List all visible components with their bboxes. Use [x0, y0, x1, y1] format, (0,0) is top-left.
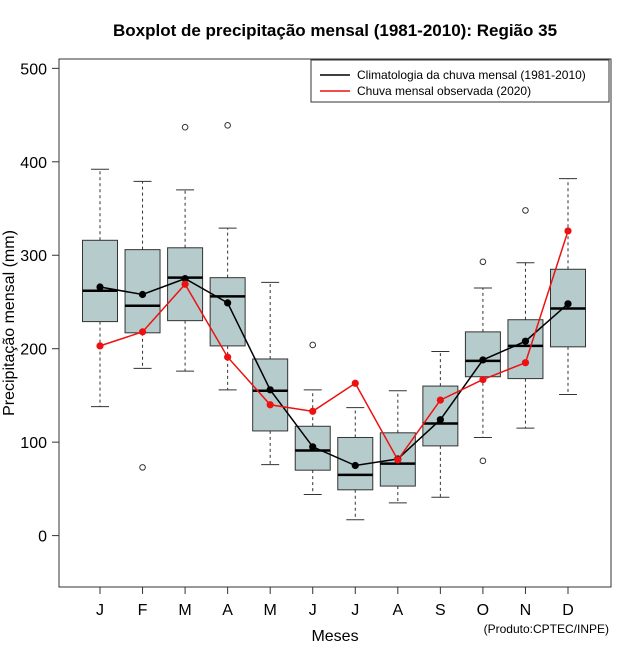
climatology-point [564, 300, 572, 308]
y-tick-label: 300 [20, 248, 47, 265]
y-axis-label: Precipitação mensal (mm) [1, 230, 18, 416]
climatology-point [479, 356, 487, 364]
climatology-line [99, 277, 569, 467]
observed-point [351, 379, 359, 387]
climatology-point [181, 275, 189, 283]
climatology-point [521, 337, 530, 345]
x-tick-label: A [222, 602, 233, 619]
y-axis: 0 100 200 300 400 500 [20, 61, 59, 546]
outlier-point [224, 122, 231, 129]
box-body [82, 239, 118, 323]
box-body [252, 358, 289, 432]
climatology-point [224, 299, 232, 307]
plot-frame [58, 58, 612, 588]
observed-point [309, 407, 317, 415]
observed-point [138, 328, 147, 336]
observed-line [99, 230, 569, 462]
box-9 [422, 351, 459, 498]
y-tick-label: 200 [20, 342, 47, 359]
climatology-point [351, 461, 359, 470]
legend-box [310, 59, 610, 103]
box-11 [507, 207, 544, 429]
climatology-point [266, 386, 274, 394]
outlier-point [479, 457, 487, 465]
climatology-point [138, 290, 147, 299]
x-tick-label: O [477, 602, 489, 619]
y-tick-label: 400 [20, 155, 47, 172]
y-tick-label: 500 [20, 61, 47, 78]
outlier-point [522, 207, 529, 214]
outlier-point [181, 123, 189, 131]
box-body [209, 277, 246, 347]
box-5 [252, 281, 289, 466]
x-tick-label: M [178, 602, 191, 619]
observed-point [436, 396, 444, 404]
x-tick-label: J [351, 602, 359, 619]
observed-point [266, 401, 274, 409]
observed-point [96, 342, 104, 350]
box-2 [124, 180, 161, 471]
legend-label-observed: Chuva mensal observada (2020) [357, 84, 531, 98]
product-credit: (Produto:CPTEC/INPE) [484, 622, 609, 636]
x-tick-label: N [520, 602, 532, 619]
observed-point [394, 456, 402, 464]
observed-point [224, 353, 232, 361]
box-3 [167, 123, 204, 372]
legend-label-climatology: Climatologia da chuva mensal (1981-2010) [357, 68, 586, 82]
x-axis-label: Meses [311, 628, 358, 645]
observed-point [479, 375, 487, 384]
box-1 [82, 168, 118, 408]
y-tick-label: 100 [20, 435, 47, 452]
x-tick-label: A [392, 602, 403, 619]
box-12 [550, 178, 586, 395]
x-tick-label: D [562, 602, 574, 619]
x-tick-label: M [264, 602, 277, 619]
outlier-point [139, 464, 146, 471]
x-tick-label: J [309, 602, 317, 619]
legend: Climatologia da chuva mensal (1981-2010)… [310, 59, 610, 103]
chart-title: Boxplot de precipitação mensal (1981-201… [113, 21, 557, 40]
plot-area [82, 122, 586, 521]
box-4 [209, 122, 246, 391]
x-tick-label: S [435, 602, 446, 619]
box-body [507, 319, 544, 380]
series-observed [96, 227, 572, 464]
observed-point [564, 227, 572, 235]
outlier-point [309, 341, 317, 349]
climatology-point [96, 283, 104, 291]
y-tick-label: 0 [38, 529, 47, 546]
box-body [422, 385, 459, 447]
x-tick-label: J [96, 602, 104, 619]
outlier-point [479, 258, 487, 266]
observed-point [181, 280, 189, 288]
observed-point [521, 359, 530, 367]
box-6 [294, 341, 331, 495]
x-tick-label: F [138, 602, 148, 619]
climatology-point [436, 416, 444, 424]
climatology-point [309, 443, 317, 451]
